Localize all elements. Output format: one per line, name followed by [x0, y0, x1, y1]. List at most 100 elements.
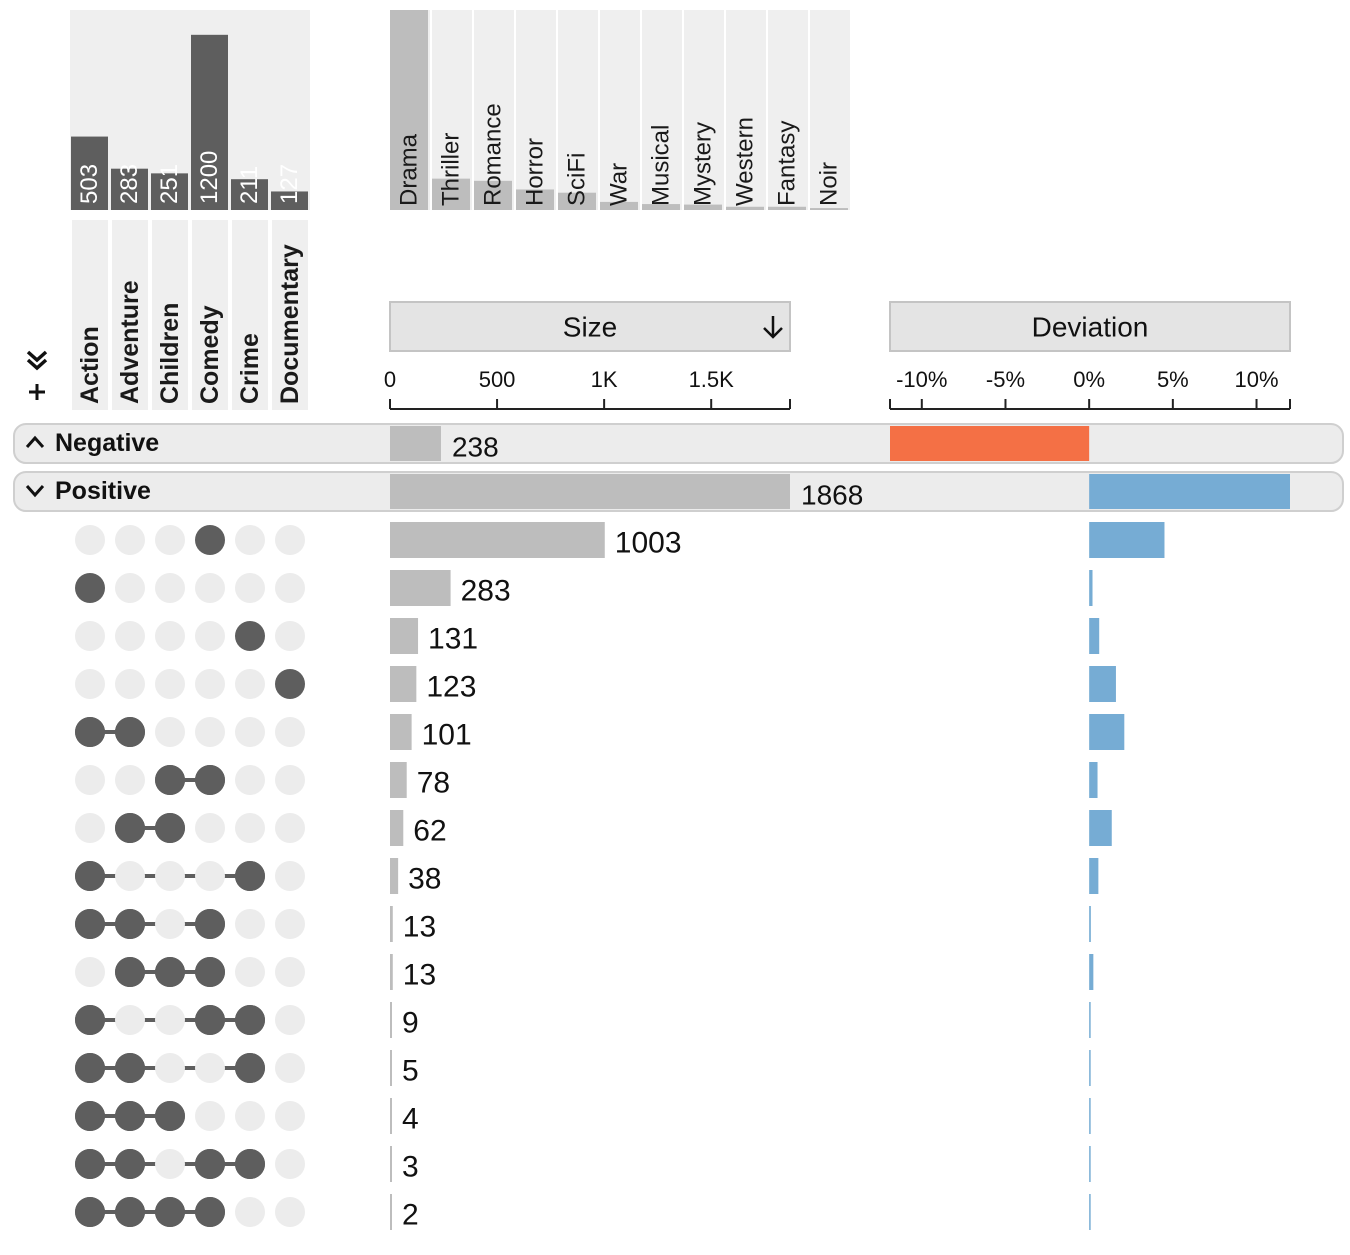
set-size-bar-comedy[interactable]	[191, 34, 228, 210]
size-bar	[390, 618, 419, 654]
unused-set-bar-war	[600, 201, 638, 210]
membership-dot-filled	[195, 1005, 225, 1035]
membership-dot-filled	[155, 957, 185, 987]
unused-set-bar-horror	[516, 189, 554, 210]
unused-set-slot-horror[interactable]	[516, 10, 556, 210]
membership-dot-empty	[195, 813, 225, 843]
set-size-bar-crime[interactable]	[231, 179, 268, 210]
intersection-row[interactable]: 13	[75, 954, 1094, 992]
set-header-children[interactable]	[152, 220, 188, 410]
size-value-label: 131	[428, 623, 478, 656]
axes: 0 500 1K 1.5K -10% -5% 0% 5% 10%	[384, 367, 1291, 410]
double-chevron-right-icon[interactable]	[26, 350, 48, 371]
unused-set-chart: Drama Thriller Romance Horror SciFi War Musica…	[390, 10, 850, 210]
set-header-documentary[interactable]	[272, 220, 308, 410]
size-value-label: 78	[417, 767, 450, 800]
aggregate-row-positive[interactable]: Positive 1868	[13, 471, 1344, 512]
membership-dot-empty	[235, 1101, 265, 1131]
unused-set-slot-musical[interactable]	[642, 10, 682, 210]
membership-dot-filled	[75, 909, 105, 939]
unused-set-label: War	[606, 163, 633, 206]
membership-dot-empty	[75, 621, 105, 651]
intersection-row[interactable]: 123	[75, 666, 1116, 704]
set-size-bar-documentary[interactable]	[271, 191, 308, 210]
intersection-row[interactable]: 3	[75, 1146, 1091, 1184]
membership-dot-filled	[75, 573, 105, 603]
chevron-down-icon[interactable]	[25, 485, 45, 498]
membership-dot-filled	[195, 525, 225, 555]
intersection-row[interactable]: 131	[75, 618, 1100, 656]
set-size-bar-action[interactable]	[71, 136, 108, 210]
membership-dot-filled	[275, 669, 305, 699]
intersection-row[interactable]: 5	[75, 1050, 1091, 1088]
size-bar	[390, 810, 404, 846]
membership-dot-empty	[115, 525, 145, 555]
unused-set-slot-fantasy[interactable]	[768, 10, 808, 210]
set-header-adventure[interactable]	[112, 220, 148, 410]
membership-dot-filled	[75, 1101, 105, 1131]
membership-dot-empty	[235, 813, 265, 843]
unused-set-label: Horror	[522, 138, 549, 206]
membership-dot-empty	[235, 573, 265, 603]
set-header-comedy[interactable]	[192, 220, 228, 410]
membership-dot-empty	[155, 1149, 185, 1179]
intersection-row[interactable]: 13	[75, 906, 1091, 944]
intersection-row[interactable]: 283	[75, 570, 1093, 608]
aggregate-row-box	[13, 423, 1344, 464]
membership-dot-empty	[235, 525, 265, 555]
unused-set-slot-scifi[interactable]	[558, 10, 598, 210]
intersection-row[interactable]: 4	[75, 1098, 1091, 1136]
aggregate-label: Positive	[55, 477, 151, 505]
plus-icon[interactable]	[29, 384, 45, 400]
unused-set-slot-noir[interactable]	[810, 10, 850, 210]
intersection-row[interactable]: 62	[75, 810, 1112, 848]
set-header-action[interactable]	[72, 220, 108, 410]
membership-dot-filled	[75, 861, 105, 891]
membership-dot-filled	[155, 1197, 185, 1227]
membership-dot-empty	[275, 765, 305, 795]
aggregate-size-bar	[390, 426, 441, 461]
set-size-label: 283	[116, 164, 143, 204]
size-bar	[390, 666, 417, 702]
arrow-down-icon[interactable]	[763, 316, 783, 339]
chevron-up-icon[interactable]	[25, 435, 45, 448]
set-size-bar-adventure[interactable]	[111, 168, 148, 210]
unused-set-slot-romance[interactable]	[474, 10, 514, 210]
deviation-header-box	[889, 301, 1291, 352]
aggregate-row-negative[interactable]: Negative 238	[13, 423, 1344, 464]
intersection-row[interactable]: 1003	[75, 522, 1165, 560]
intersection-row[interactable]: 2	[75, 1194, 1091, 1232]
deviation-bar	[1089, 1194, 1091, 1230]
unused-set-label: Thriller	[438, 133, 465, 206]
membership-dot-empty	[195, 717, 225, 747]
aggregate-label: Negative	[55, 429, 159, 457]
unused-set-slot-thriller[interactable]	[432, 10, 472, 210]
intersection-row[interactable]: 38	[75, 858, 1099, 896]
membership-dot-empty	[275, 621, 305, 651]
unused-set-label: Fantasy	[774, 121, 801, 206]
intersection-row[interactable]: 101	[75, 714, 1125, 752]
set-size-bar-children[interactable]	[151, 173, 188, 210]
deviation-bar	[1089, 1050, 1091, 1086]
membership-dot-empty	[155, 621, 185, 651]
unused-set-slot-war[interactable]	[600, 10, 640, 210]
deviation-tick-label: 5%	[1157, 367, 1189, 392]
intersection-row[interactable]: 78	[75, 762, 1098, 800]
size-bar	[390, 954, 393, 990]
size-bar	[390, 714, 412, 750]
membership-dot-empty	[155, 717, 185, 747]
size-bar	[390, 762, 407, 798]
size-value-label: 101	[422, 719, 472, 752]
intersection-row[interactable]: 9	[75, 1002, 1091, 1040]
set-header-crime[interactable]	[232, 220, 268, 410]
membership-dot-empty	[275, 717, 305, 747]
unused-set-bar-scifi	[558, 192, 596, 210]
deviation-bar	[1089, 762, 1098, 798]
deviation-column-header[interactable]: Deviation	[889, 301, 1291, 352]
unused-set-slot-western[interactable]	[726, 10, 766, 210]
deviation-bar	[1089, 810, 1112, 846]
unused-set-slot-mystery[interactable]	[684, 10, 724, 210]
size-column-header[interactable]: Size	[389, 301, 791, 352]
membership-dot-empty	[275, 1005, 305, 1035]
size-bar	[390, 1002, 392, 1038]
